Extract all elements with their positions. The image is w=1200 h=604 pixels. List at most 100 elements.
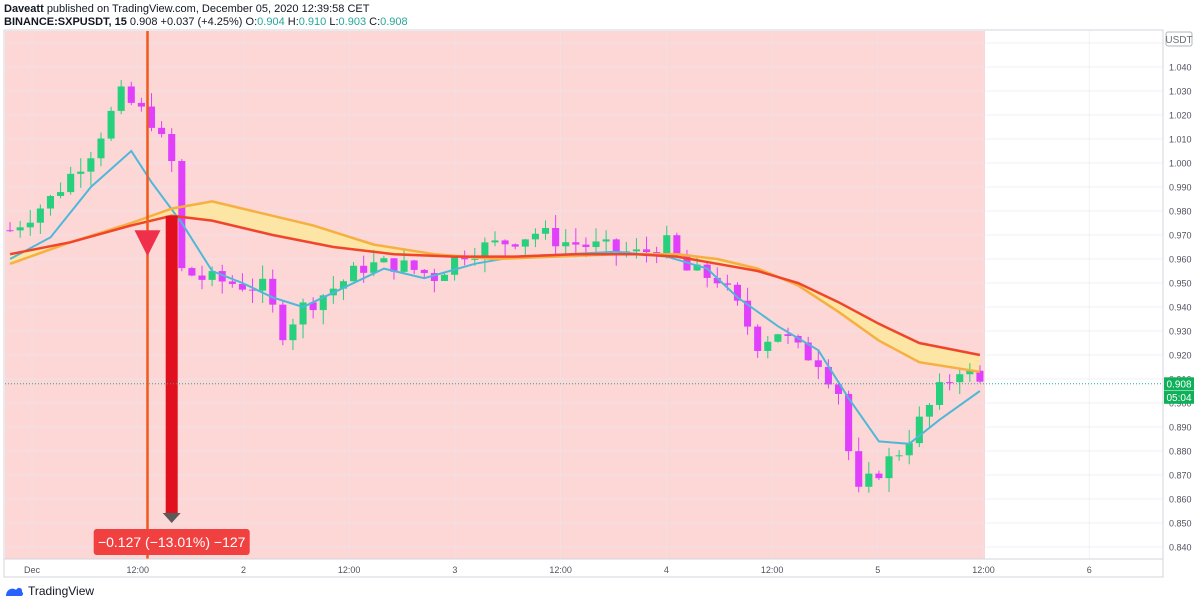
candle-body [36, 208, 44, 223]
x-tick-label: 6 [1087, 565, 1092, 575]
low-label: L: [329, 16, 339, 28]
candle-body [754, 326, 762, 351]
y-tick-label: 0.870 [1169, 471, 1192, 481]
candle-body [723, 283, 731, 285]
open-value: 0.904 [257, 16, 285, 28]
candle-body [451, 257, 459, 275]
candle-body [612, 239, 620, 252]
candle-body [895, 455, 903, 457]
candle-body [541, 228, 550, 234]
y-tick-label: 0.960 [1169, 255, 1192, 265]
candle-body [956, 374, 964, 383]
unit-box [1165, 31, 1193, 47]
candle-body [905, 443, 913, 456]
published-text: published on TradingView.com, December 0… [46, 3, 370, 15]
high-value: 0.910 [298, 16, 327, 28]
candle-body [461, 257, 469, 260]
candle-body [915, 416, 923, 444]
candle-body [279, 304, 287, 341]
y-tick-label: 1.000 [1169, 159, 1192, 169]
x-axis[interactable]: Dec 12:00 2 12:00 3 12:00 4 12:00 5 12:00 6 [24, 565, 1092, 575]
candle-body [339, 281, 347, 289]
low-value: 0.903 [338, 16, 367, 28]
candle-body [824, 366, 832, 385]
candle-body [390, 258, 398, 272]
last-price-tag [1164, 377, 1194, 391]
candle-body [77, 171, 85, 174]
last-price-text: 0.908 [129, 16, 158, 28]
x-tick-label: 5 [875, 565, 880, 575]
candle-body [946, 382, 954, 384]
candle-body [855, 451, 863, 487]
candle-body [562, 242, 570, 247]
candle-body [248, 289, 257, 291]
candle-body [764, 341, 772, 351]
candle-body [602, 239, 610, 242]
candle-body [643, 249, 651, 253]
candle-body [26, 222, 34, 228]
candle-body [471, 258, 479, 260]
candle-body [319, 295, 327, 311]
candle-body [117, 86, 125, 111]
candle-body [46, 195, 54, 209]
candle-body [228, 281, 236, 284]
y-tick-label: 0.920 [1169, 351, 1192, 361]
candle-body [966, 370, 974, 375]
candle-body [87, 158, 95, 172]
candle-body [218, 271, 226, 282]
candle-body [511, 244, 519, 247]
candle-body [147, 106, 156, 128]
y-axis[interactable]: 1.0501.0401.0301.0201.0101.0000.9900.980… [1169, 39, 1192, 553]
author-name[interactable]: Daveatt [4, 3, 44, 15]
change-text: +0.037 (+4.25%) [160, 16, 243, 28]
candle-body [168, 134, 176, 162]
candle-body [440, 274, 449, 281]
candle-body [107, 110, 115, 139]
open-label: O: [245, 16, 258, 28]
candle-body [57, 192, 65, 196]
x-tick-label: 12:00 [549, 565, 572, 575]
sell-signal-marker [134, 230, 161, 257]
candle-body [481, 242, 489, 259]
x-tick-label: 4 [664, 565, 669, 575]
candle-body [208, 271, 216, 280]
x-tick-label: Dec [24, 565, 41, 575]
candle-body [814, 360, 822, 367]
y-tick-label: 1.010 [1169, 135, 1192, 145]
x-tick-label: 3 [452, 565, 457, 575]
high-label: H: [287, 16, 299, 28]
last-price-label: 0.908 [1166, 379, 1191, 390]
y-tick-label: 0.850 [1169, 519, 1192, 529]
candle-body [97, 138, 105, 159]
candle-body [299, 302, 307, 325]
candle-body [400, 260, 408, 272]
y-tick-label: 1.030 [1169, 87, 1192, 97]
candle-body [370, 262, 378, 273]
y-tick-label: 0.880 [1169, 447, 1192, 457]
candle-body [289, 324, 297, 341]
y-tick-label: 1.040 [1169, 63, 1192, 73]
candle-body [410, 260, 418, 270]
candle-body [733, 284, 742, 301]
price-chart[interactable]: −0.127 (−13.01%) −127 1.0501.0401.0301.0… [0, 0, 1200, 580]
candle-body [380, 258, 388, 263]
symbol-label: BINANCE:SXPUSDT, 15 [4, 16, 127, 28]
candle-body [834, 384, 843, 394]
ema-mid-line [9, 200, 981, 374]
drop-annotation: −0.127 (−13.01%) −127 [93, 529, 250, 555]
y-tick-label: 1.020 [1169, 111, 1192, 121]
countdown-tag [1164, 390, 1194, 404]
candle-body [632, 249, 640, 252]
candle-body [552, 228, 560, 247]
symbol-info: BINANCE:SXPUSDT, 15 0.908 +0.037 (+4.25%… [4, 16, 408, 28]
candle-body [592, 241, 600, 248]
x-tick-label: 12:00 [761, 565, 784, 575]
candle-body [784, 334, 792, 336]
candle-body [309, 302, 317, 311]
candle-body [703, 264, 711, 278]
y-tick-label: 0.980 [1169, 207, 1192, 217]
candle-body [188, 268, 196, 276]
tradingview-logo[interactable]: TradingView [4, 584, 94, 598]
candle-body [744, 300, 752, 327]
y-tick-label: 0.840 [1169, 543, 1192, 553]
